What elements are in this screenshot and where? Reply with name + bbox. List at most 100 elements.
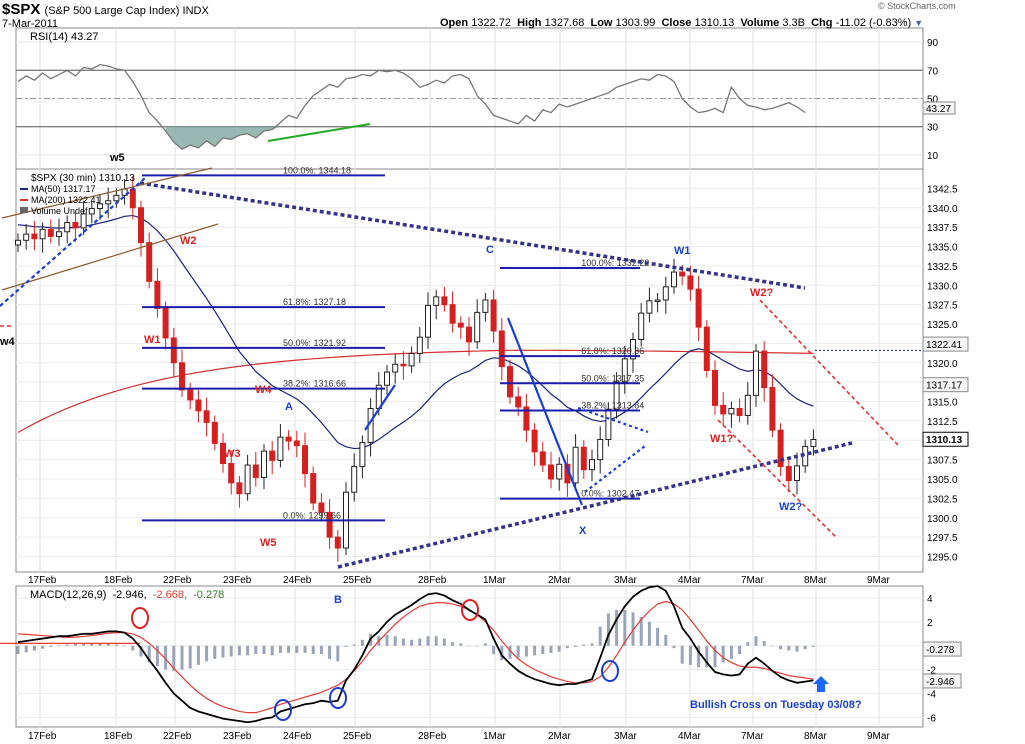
price-y-tick-label: 1330.0 (927, 281, 958, 292)
low-label: Low (590, 17, 613, 29)
volume-label: Volume (740, 17, 780, 29)
macd-histogram-bar (492, 645, 496, 655)
candle-body (80, 213, 87, 229)
candle-body (15, 239, 21, 246)
x-tick-label: 24Feb (283, 575, 312, 586)
macd-histogram-bar (303, 645, 307, 653)
wave5-trendline (0, 177, 146, 307)
macd-histogram-bar (352, 644, 356, 646)
macd-histogram-bar (401, 638, 405, 646)
price-value-box (922, 431, 969, 447)
price-legend-ma50: MA(50) 1317.17 (31, 184, 96, 194)
candle-body (638, 312, 645, 340)
wave-label: W2? (750, 287, 774, 299)
candle-body (129, 188, 136, 209)
wave-label: W1? (710, 433, 734, 445)
candle-body (252, 464, 259, 478)
macd-indicator (0, 585, 815, 724)
x-tick-label: 18Feb (104, 575, 133, 586)
volume-value: 3.3B (782, 17, 805, 29)
price-y-tick-label: 1295.0 (927, 553, 958, 564)
fib-level-label: 38.2%: 1316.66 (283, 379, 346, 389)
candle-body (105, 200, 112, 205)
macd-y-tick-label: 2 (927, 618, 933, 629)
candle-body (810, 438, 817, 447)
price-legend-volume: Volume Undef (31, 206, 88, 216)
price-y-tick-label: 1337.5 (927, 223, 958, 234)
macd-histogram-bar (237, 645, 241, 656)
candle-body (170, 337, 177, 364)
candle-body (671, 271, 677, 288)
candle-body (720, 404, 727, 415)
chg-label: Chg (811, 17, 833, 29)
macd-histogram-bar (41, 645, 45, 649)
macd-histogram-bar (779, 645, 783, 650)
candle-body (285, 436, 292, 442)
price-y-tick-label: 1340.0 (927, 204, 958, 215)
macd-histogram-bar (114, 644, 118, 646)
candle-body (654, 299, 661, 302)
candle-body (326, 511, 333, 538)
wave-label: B (334, 594, 342, 606)
macd-line (17, 585, 814, 724)
macd-histogram-bar (631, 612, 635, 646)
candle-body (449, 304, 456, 324)
macd-histogram-bar (393, 636, 397, 646)
macd-crossover-circle (274, 699, 292, 721)
red-channel-upper (759, 299, 899, 446)
macd-histogram-bar (508, 645, 512, 659)
macd-legend-prefix: MACD(12,26,9) (30, 589, 106, 601)
macd-legend-hist: -0.278 (193, 589, 224, 601)
macd-histogram-bar (229, 645, 233, 657)
macd-histogram-bar (803, 645, 807, 650)
candle-body (146, 242, 153, 282)
candle-body (310, 473, 317, 504)
price-value-label: 1317.17 (926, 381, 963, 392)
candle-body (589, 459, 595, 471)
macd-histogram-bar (65, 644, 69, 646)
macd-histogram-bar (123, 645, 127, 647)
macd-legend: MACD(12,26,9) -2.946, -2.668, -0.278 (30, 589, 224, 601)
candle-body (97, 203, 103, 210)
macd-histogram-bar (16, 645, 20, 655)
candle-body (621, 358, 628, 383)
axes: 17Feb 17Feb 18Feb 18Feb 22Feb 22Feb 23Feb 23Feb… (28, 38, 969, 742)
candle-body (56, 231, 62, 237)
macd-histogram-bar (24, 645, 28, 653)
fib-level-label: 0.0%: 1302.47 (581, 489, 639, 499)
x-tick-label: 17Feb (28, 731, 57, 742)
candle-body (359, 442, 366, 468)
macd-histogram-bar (754, 636, 758, 646)
macd-histogram-bar (246, 645, 250, 656)
price-legend-ma200: MA(200) 1322.41 (31, 195, 101, 205)
macd-histogram-bar (32, 645, 36, 651)
chart-date: 7-Mar-2011 (2, 18, 59, 30)
macd-histogram-bar (139, 645, 143, 657)
fib-level-label: 61.8%: 1320.86 (581, 346, 644, 356)
macd-histogram-bar (598, 626, 602, 646)
macd-histogram-bar (442, 638, 446, 646)
candle-body (261, 450, 267, 478)
candle-body (154, 280, 161, 309)
price-value-label: 1310.13 (926, 435, 963, 446)
candle-body (630, 339, 636, 360)
candle-body (597, 438, 604, 461)
price-y-tick-label: 1305.0 (927, 475, 958, 486)
macd-histogram-bar (188, 645, 192, 669)
fib-level-label: 50.0%: 1321.92 (283, 338, 346, 348)
close-value: 1310.13 (694, 17, 735, 29)
symbol: $SPX (2, 1, 41, 18)
macd-histogram-bar (278, 645, 282, 653)
x-tick-label: 1Mar (483, 731, 506, 742)
wave-label: w4 (0, 336, 16, 348)
price-value-box (922, 336, 969, 352)
x-tick-label: 23Feb (223, 575, 252, 586)
candle-body (753, 350, 759, 396)
chg-dropdown-icon[interactable]: ▼ (914, 18, 924, 28)
macd-histogram-bar (483, 643, 487, 646)
macd-histogram-bar (811, 645, 815, 647)
candle-body (416, 336, 423, 354)
candle-body (72, 221, 79, 229)
ohlc-bar: Open 1322.72 High 1327.68 Low 1303.99 Cl… (440, 17, 923, 29)
